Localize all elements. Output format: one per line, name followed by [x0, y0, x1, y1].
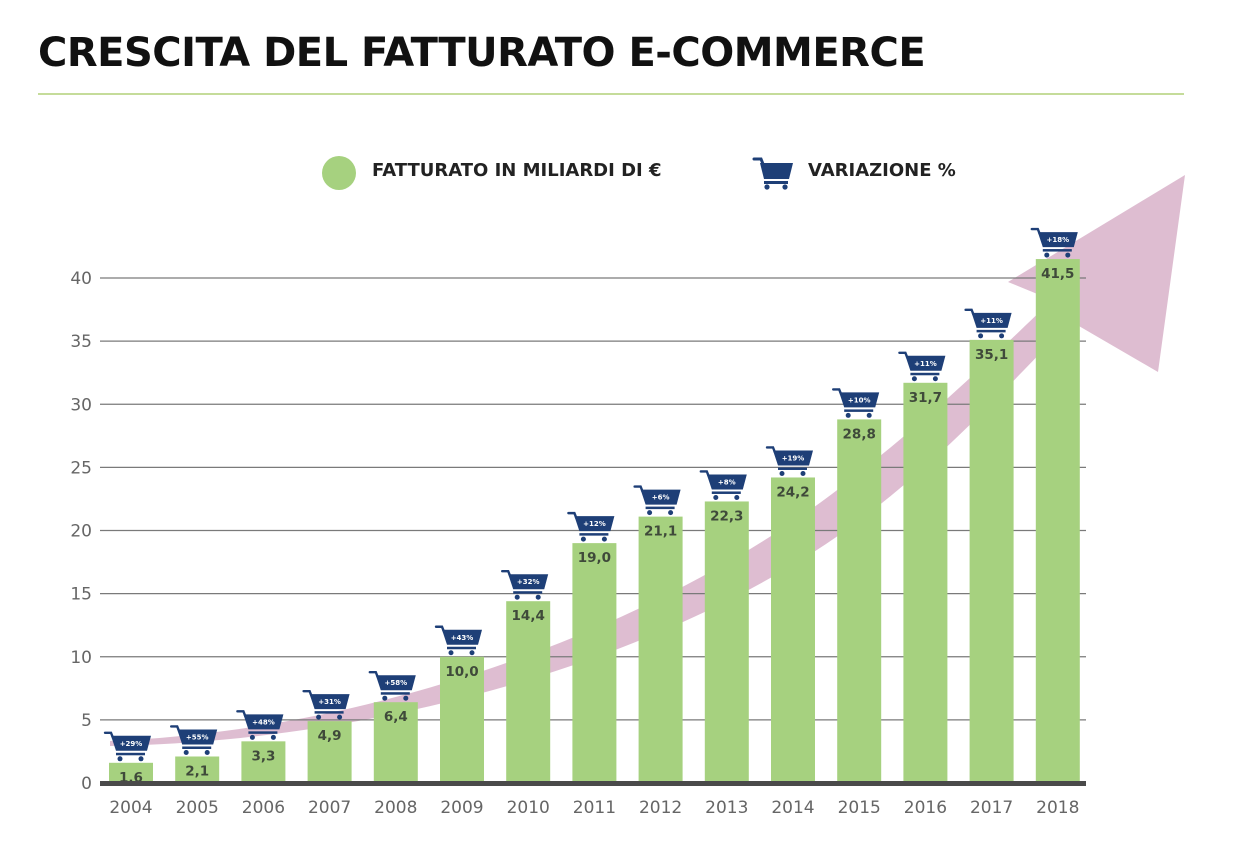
shopping-cart-icon: +11% — [964, 308, 1012, 339]
bar-2009 — [440, 656, 484, 783]
value-label-2010: 14,4 — [512, 608, 545, 624]
y-tick-label: 35 — [70, 332, 92, 352]
shopping-cart-icon: +18% — [1030, 227, 1078, 258]
bar-2010 — [506, 601, 551, 783]
y-tick-label: 20 — [70, 522, 92, 542]
y-tick-label: 30 — [70, 395, 92, 415]
variation-label-2004: +29% — [120, 740, 143, 748]
bar-2012 — [638, 516, 683, 783]
x-tick-label: 2006 — [242, 798, 285, 818]
value-label-2014: 24,2 — [776, 484, 809, 500]
value-label-2007: 4,9 — [318, 728, 342, 744]
x-tick-label: 2004 — [109, 798, 152, 818]
y-tick-label: 10 — [70, 648, 92, 668]
value-label-2017: 35,1 — [975, 347, 1008, 363]
value-label-2005: 2,1 — [185, 763, 209, 779]
bar-2018 — [1035, 259, 1080, 783]
bar-2014 — [771, 477, 815, 783]
value-label-2013: 22,3 — [710, 508, 743, 524]
data-labels: 1,6 2,13,34,96,410,014,419,021,122,324,22… — [119, 266, 1074, 786]
bars — [109, 259, 1080, 783]
x-tick-label: 2016 — [904, 798, 947, 818]
shopping-cart-icon: +48% — [236, 710, 284, 740]
shopping-cart-icon: +11% — [898, 351, 946, 382]
x-tick-label: 2014 — [771, 798, 814, 818]
shopping-cart-icon: +10% — [832, 388, 880, 418]
variation-label-2013: +8% — [718, 478, 736, 486]
variation-label-2006: +48% — [252, 718, 275, 726]
shopping-cart-icon: +29% — [103, 731, 151, 762]
value-label-2008: 6,4 — [384, 709, 408, 725]
shopping-cart-icon: +19% — [765, 446, 813, 476]
value-label-2009: 10,0 — [445, 664, 478, 680]
value-label-2018: 41,5 — [1041, 266, 1074, 282]
bar-2007 — [307, 721, 352, 783]
value-label-2015: 28,8 — [843, 426, 876, 442]
variation-label-2018: +18% — [1046, 236, 1069, 244]
variation-label-2016: +11% — [914, 360, 937, 368]
x-tick-label: 2007 — [308, 798, 351, 818]
variation-label-2015: +10% — [848, 396, 871, 404]
variation-label-2007: +31% — [318, 698, 341, 706]
bar-2004 — [109, 762, 153, 783]
bar-2015 — [837, 419, 882, 783]
variation-markers: +29% +55% +48% +31% +58% +43% +32% +12% +6% +8% +1… — [103, 227, 1078, 762]
bar-2017 — [969, 339, 1014, 783]
axes: 0 5 10 15 20 25 30 35 40 2004 2005 2006 2007 2008 2009… — [70, 269, 1086, 818]
bar-2005 — [175, 756, 220, 783]
x-tick-label: 2009 — [440, 798, 483, 818]
shopping-cart-icon: +6% — [633, 485, 681, 516]
bar-2006 — [241, 741, 286, 783]
variation-label-2012: +6% — [652, 494, 670, 502]
y-tick-label: 15 — [70, 585, 92, 605]
title-divider — [38, 93, 1184, 95]
variation-label-2009: +43% — [451, 634, 474, 642]
bar-2011 — [572, 543, 617, 783]
variation-label-2010: +32% — [517, 578, 540, 586]
x-tick-label: 2018 — [1036, 798, 1079, 818]
bar-2016 — [903, 382, 948, 783]
variation-label-2005: +55% — [186, 733, 209, 741]
bar-2008 — [373, 702, 418, 783]
bar-2013 — [704, 501, 749, 783]
x-tick-label: 2015 — [838, 798, 881, 818]
shopping-cart-icon: +55% — [169, 725, 218, 755]
shopping-cart-icon: +8% — [699, 470, 747, 500]
variation-label-2017: +11% — [980, 317, 1003, 325]
variation-label-2008: +58% — [384, 679, 407, 687]
y-tick-label: 25 — [70, 458, 92, 478]
x-tick-label: 2017 — [970, 798, 1013, 818]
x-tick-label: 2010 — [507, 798, 550, 818]
shopping-cart-icon: +31% — [302, 689, 350, 720]
shopping-cart-icon: +58% — [368, 671, 416, 701]
value-label-2011: 19,0 — [578, 550, 611, 566]
value-label-2016: 31,7 — [909, 390, 942, 406]
shopping-cart-icon: +43% — [434, 625, 482, 656]
x-tick-label: 2013 — [705, 798, 748, 818]
x-tick-label: 2012 — [639, 798, 682, 818]
page-title: CRESCITA DEL FATTURATO E-COMMERCE — [38, 30, 926, 76]
y-tick-label: 40 — [70, 269, 92, 289]
variation-label-2014: +19% — [782, 454, 805, 462]
y-tick-label: 0 — [81, 774, 92, 794]
value-label-2012: 21,1 — [644, 524, 677, 540]
value-label-2006: 3,3 — [251, 748, 275, 764]
x-tick-label: 2011 — [573, 798, 616, 818]
shopping-cart-icon: +32% — [501, 570, 549, 600]
y-tick-label: 5 — [81, 711, 92, 731]
shopping-cart-icon: +12% — [567, 511, 615, 542]
x-axis-baseline — [100, 781, 1086, 786]
x-tick-label: 2005 — [176, 798, 219, 818]
variation-label-2011: +12% — [583, 520, 606, 528]
x-tick-label: 2008 — [374, 798, 417, 818]
